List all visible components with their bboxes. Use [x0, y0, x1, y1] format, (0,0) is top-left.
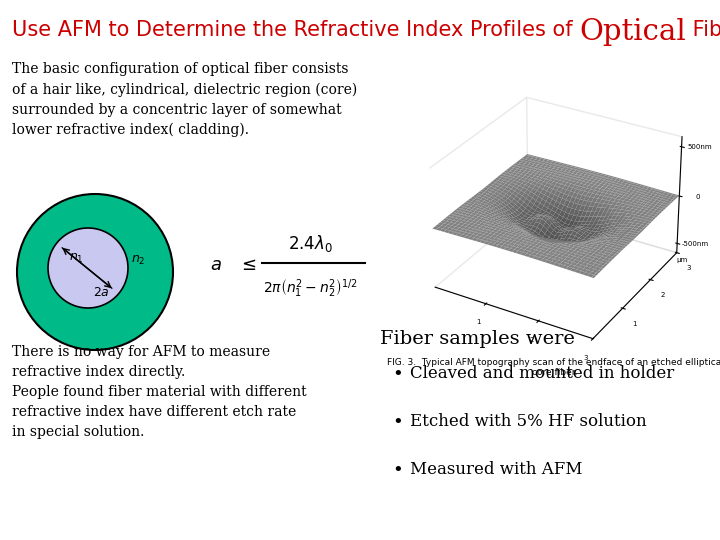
Circle shape [17, 194, 173, 350]
Text: •: • [392, 413, 402, 431]
Text: Use AFM to Determine the Refractive Index Profiles of: Use AFM to Determine the Refractive Inde… [12, 20, 580, 40]
Text: Cleaved and mounted in holder: Cleaved and mounted in holder [410, 365, 674, 382]
Text: $2a$: $2a$ [93, 286, 109, 299]
Text: •: • [392, 461, 402, 479]
Text: $2.4\lambda_0$: $2.4\lambda_0$ [287, 233, 333, 253]
Text: •: • [392, 365, 402, 383]
Text: Fiber samples were: Fiber samples were [380, 330, 575, 348]
Text: The basic configuration of optical fiber consists
of a hair like, cylindrical, d: The basic configuration of optical fiber… [12, 62, 357, 137]
Text: FIG. 3.  Typical AFM topography scan of the endface of an etched elliptical
core: FIG. 3. Typical AFM topography scan of t… [387, 358, 720, 377]
Text: $\leq$: $\leq$ [238, 256, 256, 274]
Text: $a$: $a$ [210, 256, 222, 274]
Text: $2\pi\left(n_1^2 - n_2^2\right)^{1/2}$: $2\pi\left(n_1^2 - n_2^2\right)^{1/2}$ [263, 278, 357, 300]
Text: Optical: Optical [580, 18, 686, 46]
Text: $n_2$: $n_2$ [131, 253, 145, 267]
Circle shape [48, 228, 128, 308]
Text: $n_1$: $n_1$ [68, 252, 84, 265]
Text: Etched with 5% HF solution: Etched with 5% HF solution [410, 413, 647, 430]
Text: There is no way for AFM to measure
refractive index directly.
People found fiber: There is no way for AFM to measure refra… [12, 345, 307, 439]
Text: Fibers: Fibers [686, 20, 720, 40]
Text: Measured with AFM: Measured with AFM [410, 461, 582, 478]
